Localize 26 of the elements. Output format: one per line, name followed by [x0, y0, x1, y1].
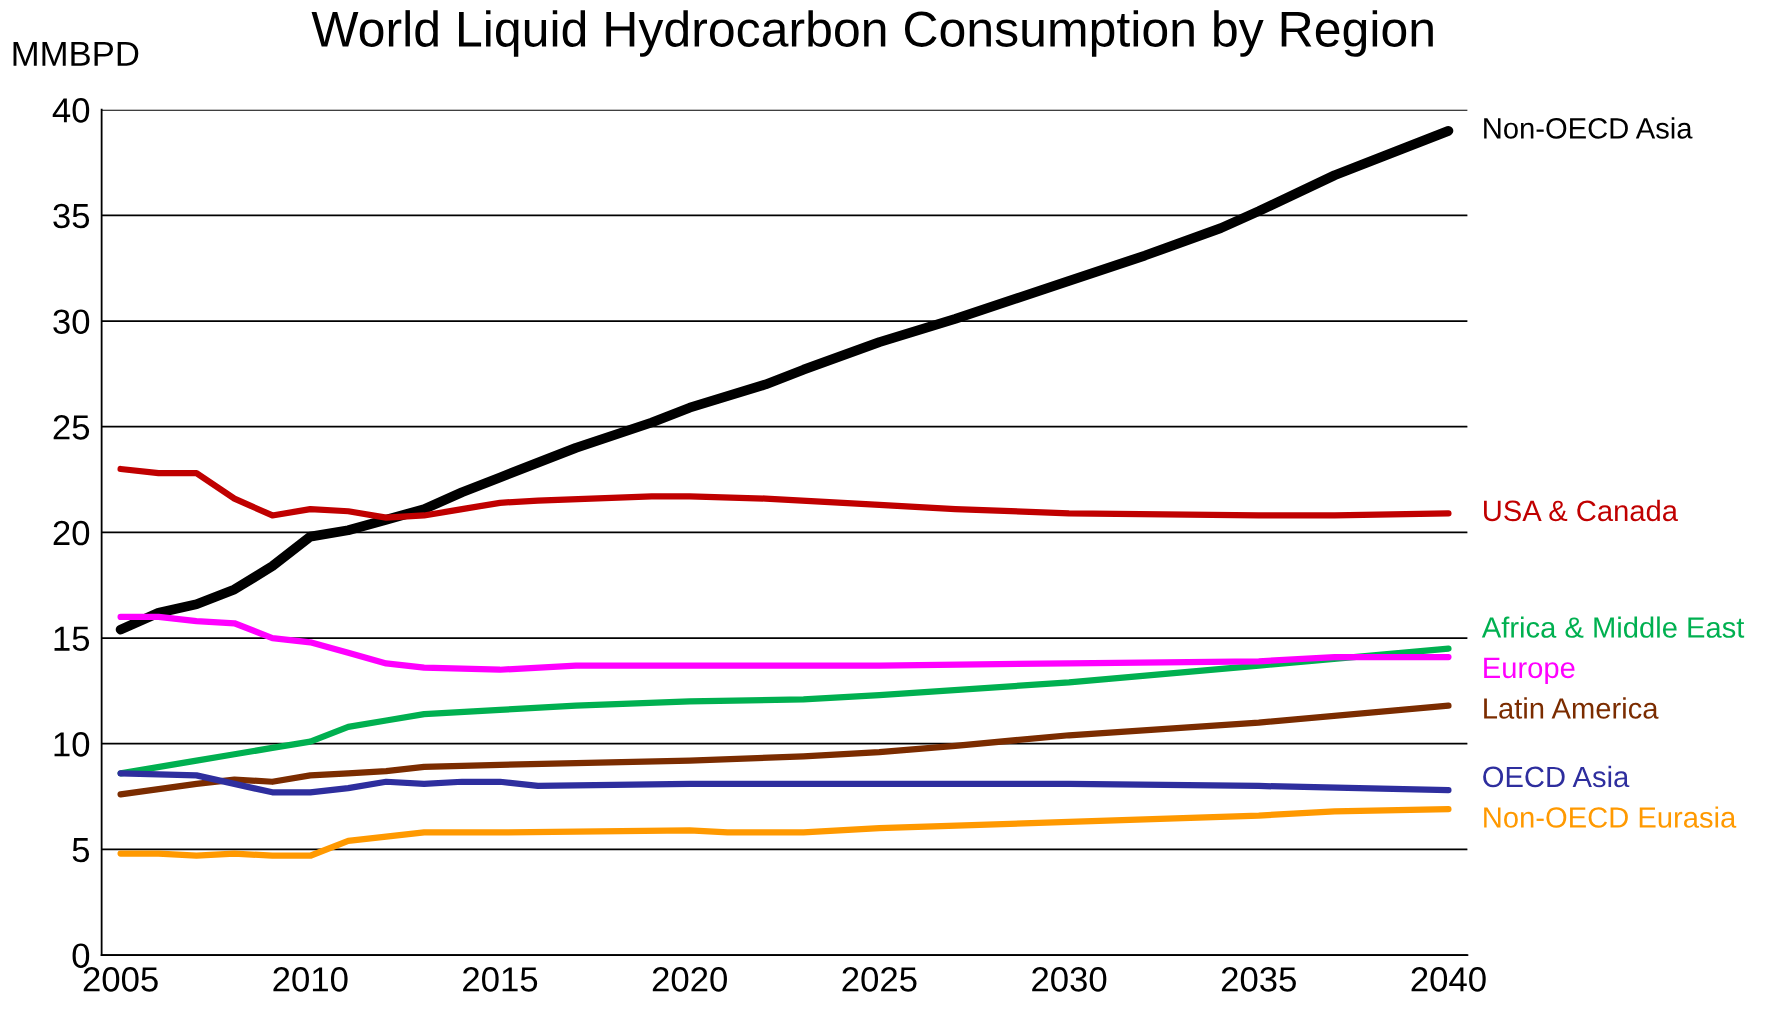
series-label: Non-OECD Asia — [1484, 117, 1693, 139]
y-axis-title: MMBPD — [13, 41, 139, 66]
y-tick-label: 20 — [53, 520, 90, 546]
x-tick-label: 2030 — [1032, 967, 1107, 992]
x-tick-label: 2025 — [842, 967, 917, 992]
y-tick-label: 25 — [53, 415, 90, 440]
series-label: Non-OECD Eurasia — [1484, 806, 1737, 828]
x-tick-label: 2020 — [652, 967, 727, 992]
y-tick-label: 35 — [53, 203, 90, 229]
series-label: Europe — [1484, 657, 1575, 684]
series-label: USA & Canada — [1484, 499, 1678, 522]
series-label: Africa & Middle East — [1481, 616, 1745, 638]
y-tick-label: 30 — [53, 309, 90, 334]
y-tick-label: 15 — [54, 626, 90, 651]
x-tick-label: 2035 — [1221, 967, 1296, 992]
series-label: OECD Asia — [1483, 765, 1630, 788]
y-tick-label: 40 — [52, 98, 90, 123]
y-tick-label: 10 — [54, 732, 90, 757]
x-tick-label: 2005 — [83, 967, 158, 992]
x-tick-label: 2010 — [273, 967, 348, 992]
y-tick-label: 5 — [72, 838, 90, 863]
x-tick-label: 2040 — [1411, 967, 1486, 992]
y-tick-label: 0 — [72, 943, 90, 968]
series-label: Latin America — [1484, 697, 1659, 719]
chart-title: World Liquid Hydrocarbon Consumption by Region — [311, 10, 1433, 57]
x-tick-label: 2015 — [463, 967, 538, 992]
